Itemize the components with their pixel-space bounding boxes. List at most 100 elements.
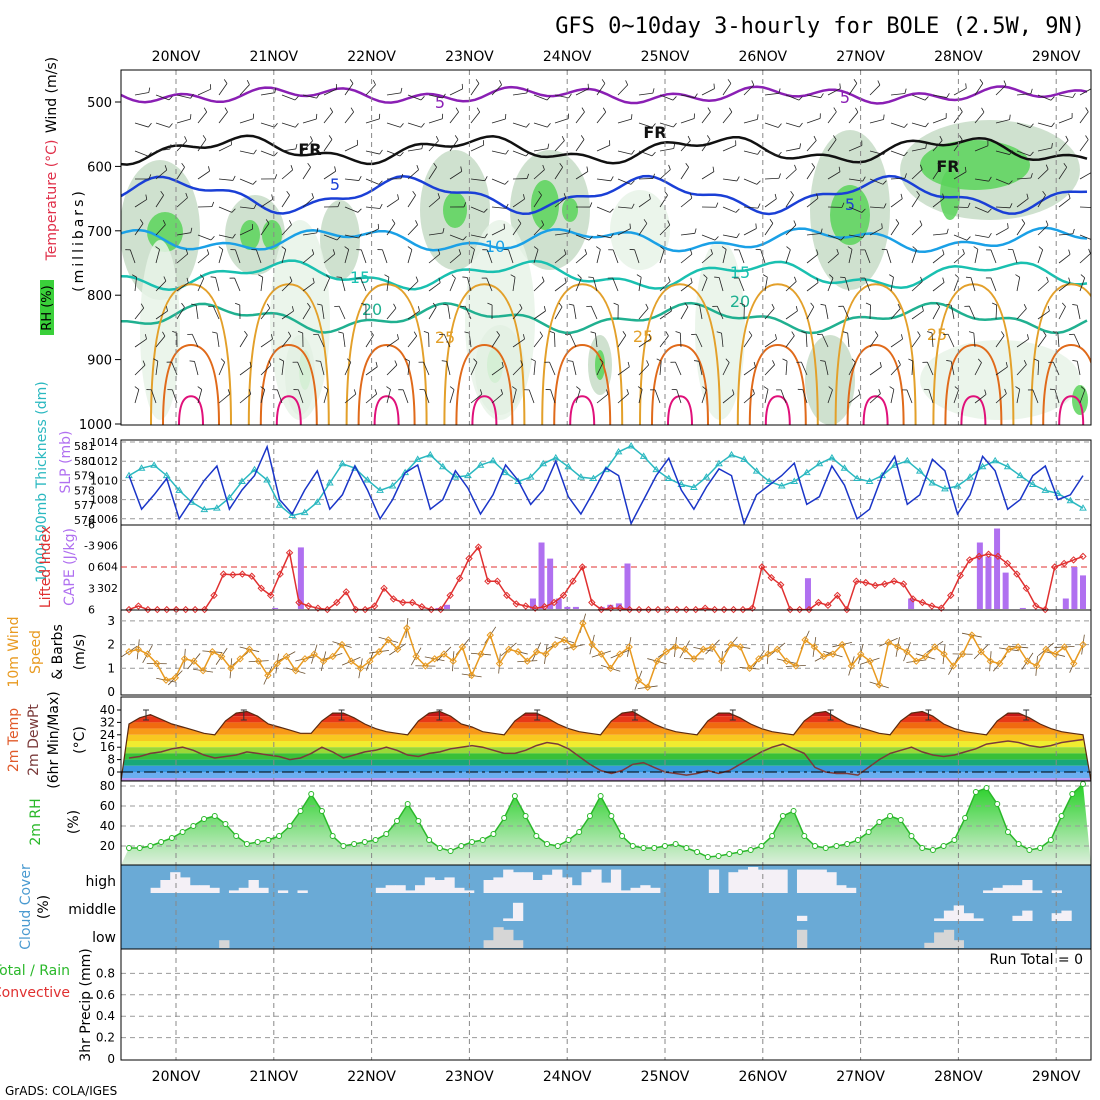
cloud-bar [630, 887, 641, 893]
temp-band [121, 728, 1091, 735]
wind-barb [701, 139, 711, 152]
wind-barb [764, 308, 775, 320]
wind-barb [890, 150, 905, 157]
lifted-index-marker [1003, 559, 1012, 568]
wind-barb [533, 310, 546, 320]
wind-barb [218, 111, 228, 124]
precip-grid: 0.80.60.40.20 [96, 949, 1091, 1066]
wind-barb [785, 94, 800, 101]
temperature-contour [121, 174, 1088, 216]
wind-barb [869, 227, 883, 236]
wind-barb [908, 358, 914, 362]
wind-barb [736, 233, 740, 238]
thickness-marker [489, 456, 497, 464]
wind-barb [1058, 282, 1071, 292]
wind-barb [564, 277, 567, 283]
cape-bar [1071, 567, 1078, 609]
wind-barb [990, 277, 997, 292]
wind-barb [223, 79, 228, 84]
wind-speed-marker [727, 640, 735, 649]
temperature-contour [373, 395, 400, 425]
wind-barb [491, 84, 502, 96]
wind-barb [1085, 135, 1089, 140]
wind-barb [260, 364, 272, 376]
temp-tick-label: 0 [107, 765, 115, 779]
minmax-marker [827, 709, 834, 721]
cape-tick-label: 302 [97, 582, 118, 595]
cloud-cover-unit: (%) [36, 895, 52, 919]
wind-speed-marker [180, 655, 189, 663]
wind-barb [651, 123, 656, 128]
wind-speed-marker [560, 636, 569, 644]
wind-barb [675, 361, 682, 376]
temperature-contour [178, 395, 204, 425]
wind-barb [601, 79, 606, 84]
wind-barb [1037, 94, 1052, 101]
date-label: 27NOV [836, 49, 885, 65]
rh-marker [426, 837, 433, 843]
wind-barb [321, 305, 325, 320]
wind-barb [549, 361, 556, 376]
rh-region [270, 220, 330, 420]
wind-barb [801, 331, 807, 334]
wind-barb [645, 303, 649, 309]
wind-speed-marker [681, 645, 689, 654]
wind-barb [211, 201, 215, 207]
rh-marker [597, 793, 604, 799]
wind-barb [722, 393, 735, 404]
wind-barb [617, 84, 628, 96]
wind-barb [155, 195, 164, 208]
wind-barb [1085, 107, 1089, 112]
cape-tick-label: 906 [97, 540, 118, 553]
rh-marker [1004, 829, 1011, 835]
wind-barb [1030, 88, 1033, 94]
rh-marker [458, 843, 465, 849]
wind-barb [316, 93, 320, 99]
cloud-bar [1051, 890, 1062, 893]
rh-marker [715, 853, 722, 859]
wind-barb [486, 249, 493, 264]
wind-speed-marker [597, 650, 606, 658]
wind-barb [365, 334, 374, 348]
wind-barb [302, 253, 315, 264]
rh-marker [511, 793, 518, 799]
rh-marker [329, 833, 336, 839]
rh-tick-label: 60 [100, 799, 115, 813]
thickness-marker [639, 452, 648, 459]
lifted-index-marker [710, 605, 719, 614]
wind-barb [931, 333, 934, 348]
lifted-index-marker [408, 598, 417, 607]
wind-barb [1027, 334, 1029, 340]
wind-barb [680, 306, 689, 320]
thickness-marker [1003, 462, 1012, 470]
wind-speed-marker [1079, 640, 1087, 649]
wind-barb [648, 194, 651, 200]
wind-barb [752, 388, 755, 394]
wind-barb [900, 193, 903, 199]
wind-barb [134, 386, 140, 390]
wind-barb [260, 92, 275, 96]
cape-bar [985, 556, 992, 609]
sky-background [121, 865, 1091, 949]
date-label: 28NOV [934, 49, 983, 65]
wind-barb [176, 118, 191, 124]
cloud-bar [415, 885, 426, 893]
wind-barb [165, 306, 168, 312]
wind-barb [558, 302, 563, 308]
wind-barb [701, 171, 715, 180]
lifted-index-marker [181, 605, 190, 614]
cloud-bar [796, 929, 808, 948]
thickness-marker [903, 456, 912, 464]
wind-barb [547, 122, 551, 128]
contour-label: 5 [330, 175, 340, 194]
lifted-index-marker [229, 571, 237, 579]
wind-barb [1001, 331, 1005, 336]
wind-barb [638, 338, 651, 348]
cloud-bar [1012, 915, 1023, 921]
wind-barb [533, 361, 536, 376]
wind-barb [144, 334, 147, 340]
wind-barb [129, 249, 136, 264]
cape-bar [297, 547, 304, 609]
